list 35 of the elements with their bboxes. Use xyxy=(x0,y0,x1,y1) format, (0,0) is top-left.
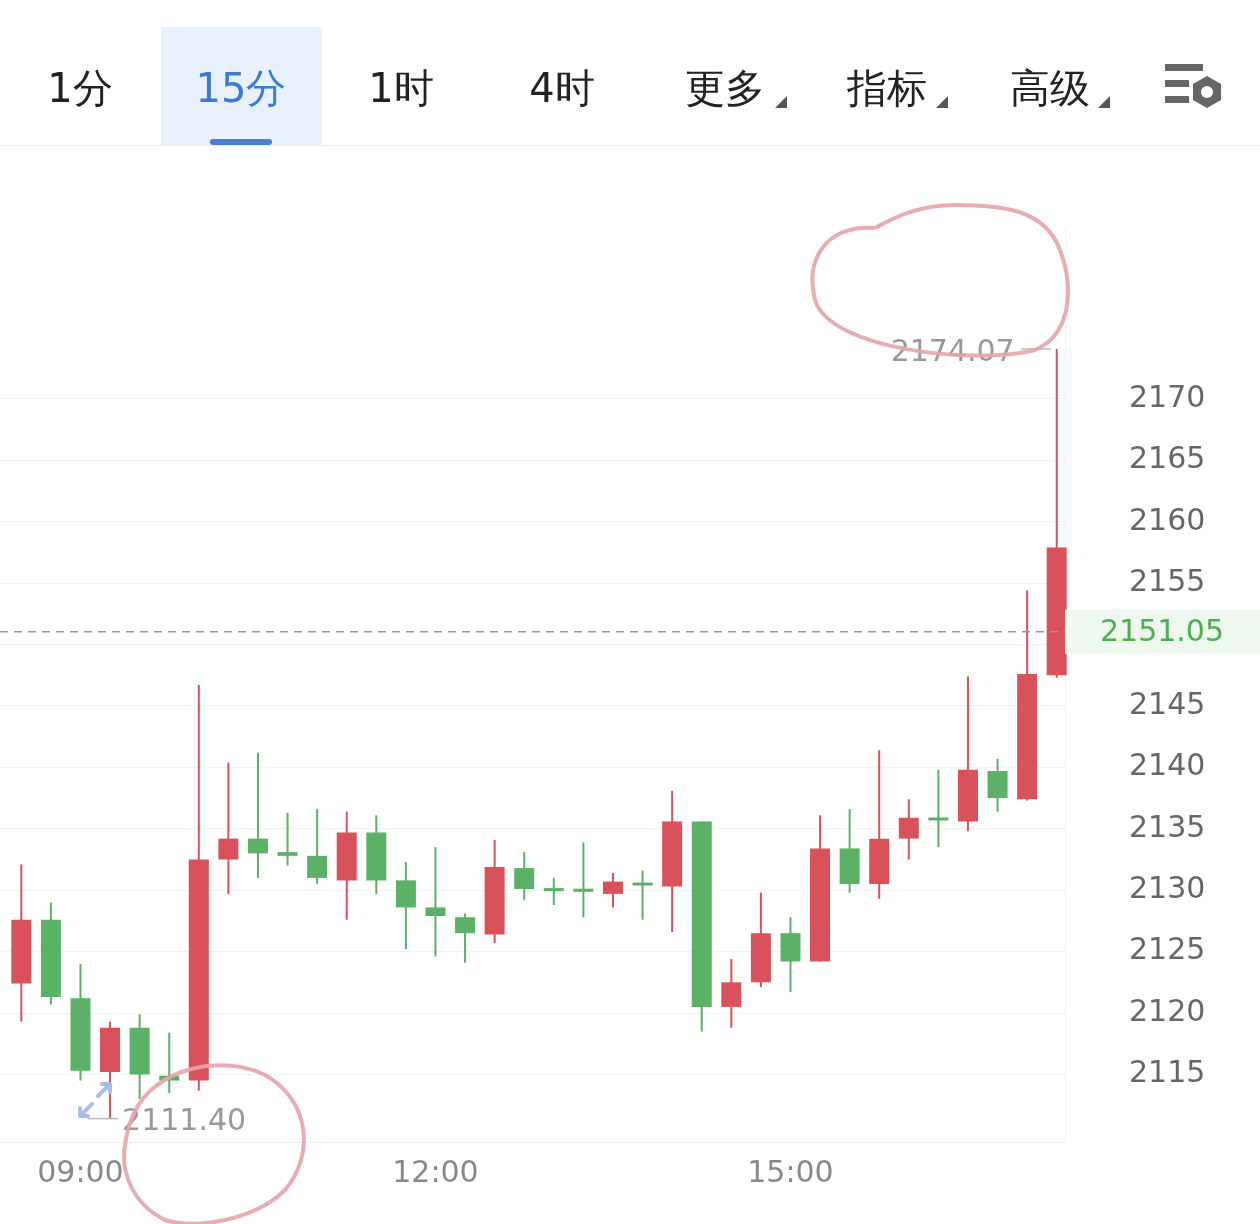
candlestick xyxy=(425,846,446,958)
y-tick-label: 2170 xyxy=(1129,378,1206,414)
y-tick-label: 2165 xyxy=(1129,440,1206,476)
candlestick xyxy=(307,808,328,886)
candlestick xyxy=(455,912,476,964)
candlestick xyxy=(218,761,239,895)
y-tick-label: 2130 xyxy=(1129,870,1206,906)
candlestick xyxy=(514,851,535,902)
y-tick-label: 2135 xyxy=(1129,808,1206,844)
candlestick xyxy=(543,876,564,906)
x-tick-label: 09:00 xyxy=(37,1153,124,1189)
candlestick xyxy=(898,798,919,861)
y-tick-label: 2120 xyxy=(1129,992,1206,1028)
text: 更多 xyxy=(684,64,766,113)
text: 1分 xyxy=(46,64,114,113)
candlestick xyxy=(277,811,298,867)
text: 高级 xyxy=(1009,64,1091,113)
candlestick xyxy=(928,768,949,849)
candlestick xyxy=(247,751,268,879)
text: 指标 xyxy=(846,64,928,113)
x-tick-label: 15:00 xyxy=(747,1153,834,1189)
y-tick-label: 2115 xyxy=(1129,1054,1206,1090)
x-tick-label: 12:00 xyxy=(392,1153,479,1189)
y-tick-label: 2155 xyxy=(1129,562,1206,598)
text: 1时 xyxy=(367,64,435,113)
text: 15分 xyxy=(194,64,288,113)
candlestick xyxy=(602,872,623,909)
y-tick-label: 2160 xyxy=(1129,501,1206,537)
candlestick xyxy=(632,869,653,921)
ref-line-label: 2151.05 xyxy=(1099,613,1225,649)
candlestick xyxy=(573,841,594,919)
y-tick-label: 2140 xyxy=(1129,747,1206,783)
y-tick-label: 2125 xyxy=(1129,931,1206,967)
y-tick-label: 2145 xyxy=(1129,685,1206,721)
text: 4时 xyxy=(528,64,596,113)
